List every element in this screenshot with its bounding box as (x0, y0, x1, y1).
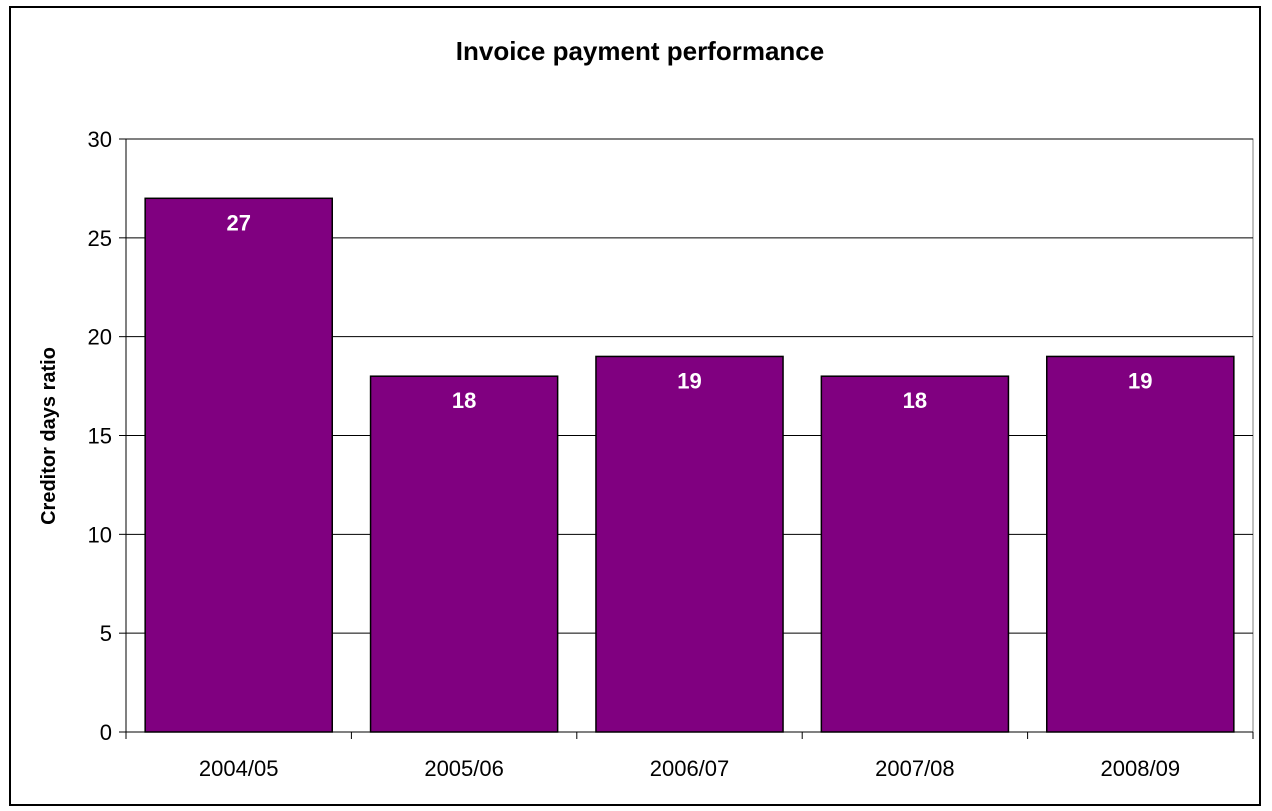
bar (369, 375, 559, 733)
x-tick-label: 2005/06 (424, 756, 504, 781)
y-tick-label: 20 (88, 325, 112, 350)
data-label: 18 (903, 388, 927, 413)
plot-area: 0 5 10 15 20 25 30 27 2004/05 18 2005/06 19 2006/07 1… (88, 127, 1254, 781)
x-tick-label: 2008/09 (1101, 756, 1181, 781)
y-tick-label: 15 (88, 424, 112, 449)
data-label: 19 (677, 368, 701, 393)
data-label: 27 (226, 210, 250, 235)
data-label: 19 (1128, 368, 1152, 393)
bar (820, 375, 1010, 733)
y-axis-title: Creditor days ratio (38, 347, 60, 525)
x-tick-label: 2006/07 (650, 756, 730, 781)
y-tick-label: 25 (88, 226, 112, 251)
x-tick-label: 2004/05 (199, 756, 279, 781)
bar (1046, 355, 1235, 733)
y-tick-label: 10 (88, 522, 112, 547)
bar (595, 355, 784, 733)
y-tick-label: 0 (100, 720, 112, 745)
y-tick-label: 5 (100, 621, 112, 646)
y-tick-label: 30 (88, 127, 112, 152)
chart-title: Invoice payment performance (456, 36, 824, 66)
x-tick-label: 2007/08 (875, 756, 955, 781)
data-label: 18 (452, 388, 476, 413)
bar (144, 197, 333, 733)
